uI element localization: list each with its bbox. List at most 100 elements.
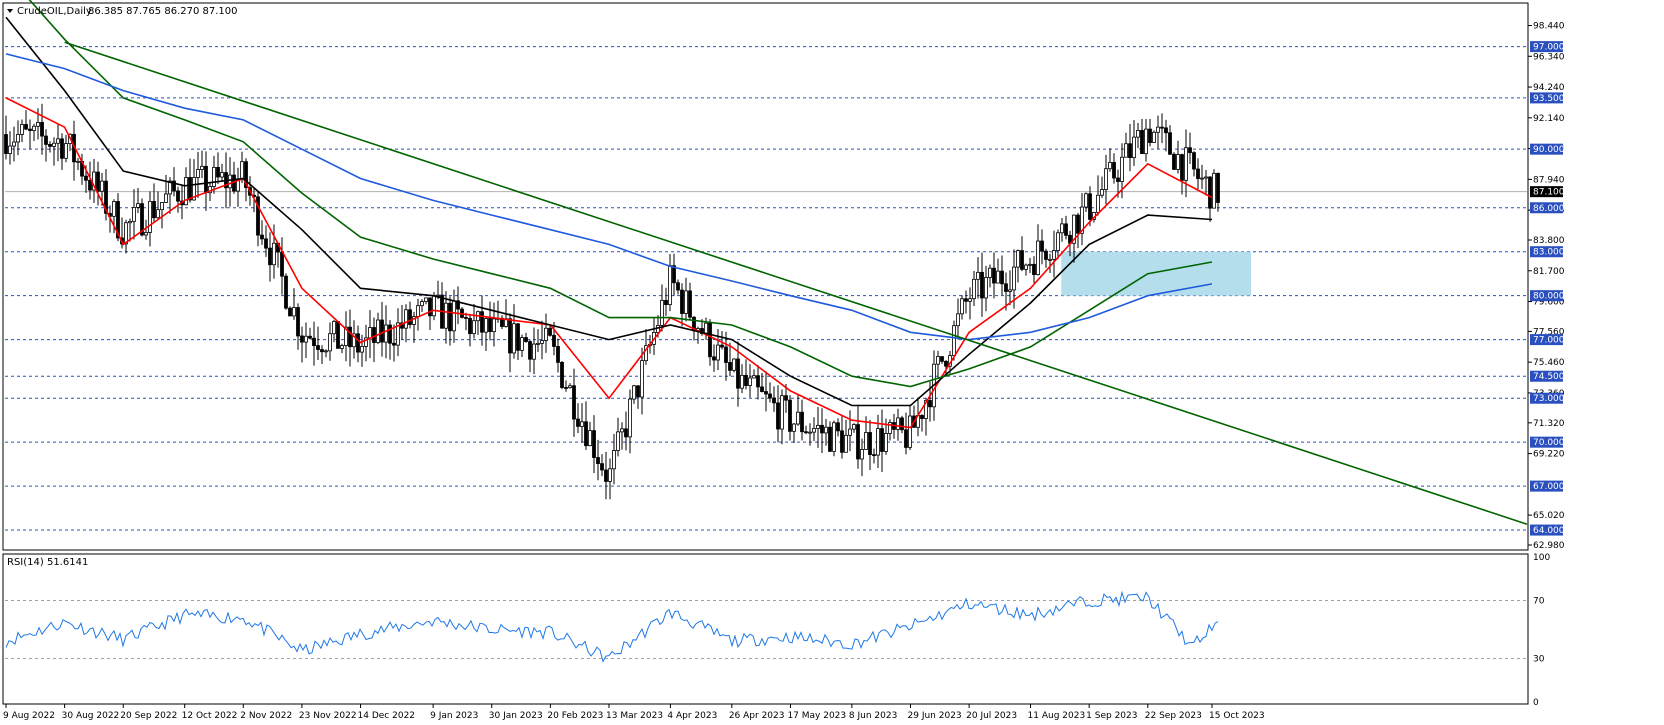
candle-body [8,145,12,154]
candle-body [612,450,616,470]
rsi-tick-label: 0 [1533,698,1539,708]
y-tick-label: 75.460 [1533,358,1565,368]
candle-body [944,360,948,367]
level-tag-label: 90.000 [1533,145,1565,155]
candle-body [96,171,100,192]
candle-body [1088,193,1092,220]
candle-body [724,346,728,363]
candle-body [1112,162,1116,179]
candle-body [840,430,844,453]
candle-body [660,299,664,326]
candle-body [1116,177,1120,182]
candle-body [148,201,152,233]
moving-average-line [5,97,1213,429]
x-tick-label: 20 Sep 2022 [120,711,177,721]
candle-body [1140,130,1144,155]
x-tick-label: 9 Aug 2022 [3,711,55,721]
candle-body [304,335,308,343]
candle-body [220,172,224,178]
level-tag [1530,202,1563,214]
candle-body [192,177,196,201]
x-tick-label: 9 Jan 2023 [430,711,478,721]
candle-body [1188,147,1192,154]
candle-body [240,161,244,180]
candle-body [592,430,596,458]
candle-body [668,265,672,305]
candle-body [1084,193,1088,208]
candle-body [28,128,32,131]
candle-body [1132,136,1136,159]
candle-body [516,323,520,351]
candle-body [968,298,972,302]
candle-body [124,222,128,245]
candle-body [136,203,140,208]
candle-body [684,290,688,314]
candle-body [880,428,884,452]
candle-body [328,333,332,352]
candle-body [1144,128,1148,155]
x-tick-label: 15 Oct 2023 [1209,711,1265,721]
candle-body [396,322,400,346]
candle-body [632,385,636,400]
level-tag [1530,290,1563,302]
candle-body [288,307,292,317]
candle-body [624,428,628,438]
candle-body [112,201,116,217]
level-tag [1530,480,1563,492]
candle-body [364,337,368,347]
candle-body [964,298,968,302]
x-tick-label: 4 Apr 2023 [667,711,717,721]
y-tick-label: 71.320 [1533,419,1565,429]
candle-body [1216,172,1220,203]
chart-header: CrudeOIL,Daily 86.385 87.765 86.270 87.1… [7,6,238,17]
candle-body [616,431,620,451]
rsi-line [5,590,1219,663]
candle-body [1204,176,1208,179]
candle-body [320,349,324,353]
candle-body [752,375,756,379]
candle-body [296,307,300,337]
candle-body [1036,240,1040,275]
candle-body [368,327,372,339]
candle-body [268,247,272,266]
candle-body [928,400,932,408]
candle-body [744,374,748,386]
candle-body [44,135,48,145]
candle-body [412,316,416,325]
x-tick-label: 20 Jul 2023 [966,711,1017,721]
candle-body [172,180,176,192]
candle-body [332,321,336,335]
candle-body [1104,168,1108,190]
candle-body [20,124,24,135]
current-price-label: 87.100 [1533,188,1565,198]
candle-body [556,346,560,363]
y-tick-label: 87.940 [1533,175,1565,185]
candle-body [1124,143,1128,158]
y-tick-label: 69.220 [1533,450,1565,460]
candle-body [596,457,600,465]
candle-body [88,179,92,191]
candle-body [508,318,512,354]
candle-body [1016,250,1020,268]
current-price-tag [1530,186,1563,198]
candle-body [340,345,344,349]
candle-body [344,326,348,347]
candle-body [760,386,764,392]
candle-body [628,398,632,438]
trendline[interactable] [64,41,1528,525]
candle-body [24,124,28,130]
candle-body [680,289,684,314]
candle-body [1008,289,1012,292]
dropdown-triangle-icon[interactable] [7,9,13,13]
candle-body [1032,263,1036,275]
candle-body [1020,250,1024,270]
candle-body [140,203,144,236]
candle-body [272,242,276,266]
candle-body [716,344,720,361]
candle-body [284,275,288,309]
candle-body [480,311,484,333]
candle-body [228,174,232,189]
candle-body [1064,223,1068,236]
candle-body [992,267,996,284]
y-tick-label: 77.560 [1533,327,1565,337]
